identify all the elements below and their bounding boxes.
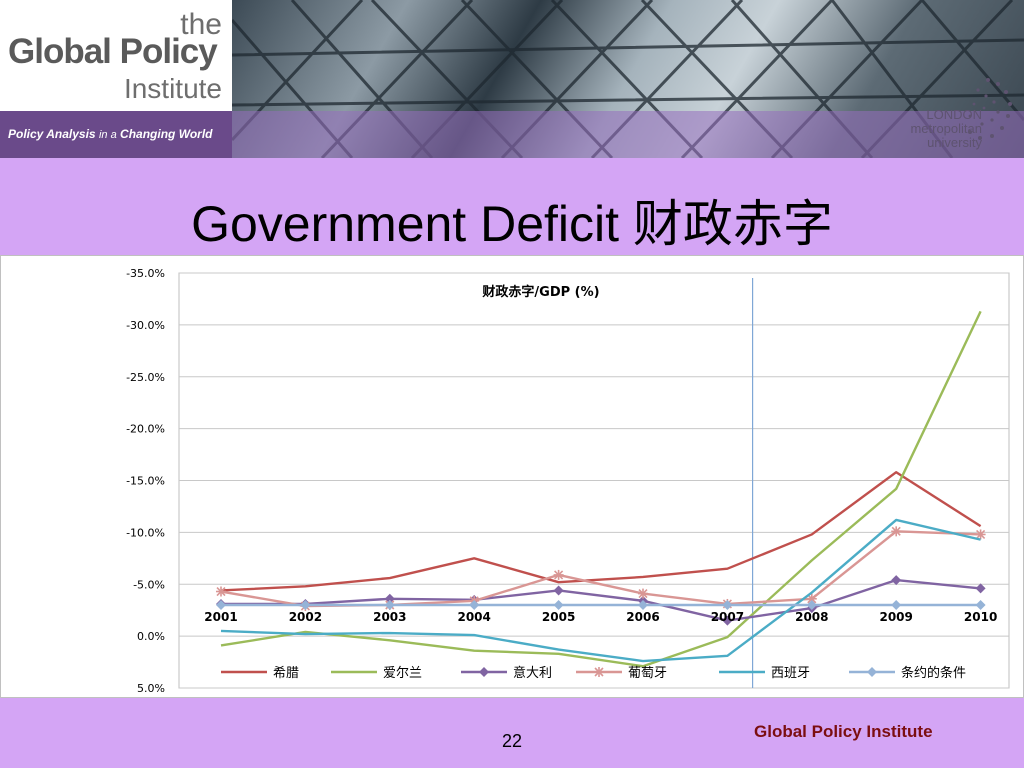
lmu-line-3: university	[927, 135, 982, 150]
data-point	[216, 600, 226, 610]
series-2	[220, 310, 982, 668]
data-point	[806, 600, 817, 610]
gpi-logo: the Global Policy Institute Policy Analy…	[0, 0, 232, 158]
legend-label: 意大利	[513, 665, 552, 681]
data-point	[891, 575, 902, 586]
x-tick-label: 2010	[964, 610, 997, 624]
x-axis-ticks: 2001 2002 2003 2004 2005 2006 2007 2008 2009 2010	[204, 610, 997, 624]
series-line	[220, 470, 982, 592]
data-point	[553, 585, 564, 596]
chart-legend: 希腊 爱尔兰 意大利 葡萄牙 西班牙 条约的条件	[221, 665, 966, 681]
series-1	[220, 470, 982, 592]
x-tick-label: 2006	[626, 610, 659, 624]
chart-container: -35.0% -30.0% -25.0% -20.0% -15.0% -10.0% -5.0…	[0, 255, 1024, 698]
x-tick-label: 2001	[204, 610, 237, 624]
logo-global-policy: Global Policy	[8, 32, 218, 71]
data-point	[553, 569, 564, 580]
legend-item: 爱尔兰	[331, 666, 422, 681]
data-point	[975, 600, 986, 610]
header-banner: the Global Policy Institute Policy Analy…	[0, 0, 1024, 158]
deficit-line-chart: -35.0% -30.0% -25.0% -20.0% -15.0% -10.0% -5.0…	[126, 267, 1010, 695]
gridlines	[178, 272, 1010, 689]
slide-title: Government Deficit 财政赤字	[191, 196, 833, 252]
lmu-line-2: metropolitan	[910, 121, 982, 136]
data-point	[891, 526, 902, 537]
page-number: 22	[501, 731, 523, 751]
data-point	[479, 667, 489, 677]
tagline: Policy Analysis in a Changing World	[0, 111, 232, 158]
legend-label: 希腊	[273, 666, 299, 681]
x-tick-label: 2008	[795, 610, 828, 624]
legend-label: 条约的条件	[901, 665, 966, 681]
y-tick-label: -10.0%	[126, 526, 165, 539]
x-tick-label: 2002	[289, 610, 322, 624]
footer-brand: Global Policy Institute	[754, 722, 933, 741]
legend-label: 爱尔兰	[383, 666, 422, 681]
data-point	[722, 600, 733, 610]
series-line	[220, 310, 982, 668]
data-point	[722, 615, 733, 626]
y-tick-label: -20.0%	[126, 423, 165, 436]
data-point	[638, 588, 648, 599]
banner-strip	[232, 111, 1024, 158]
series-6	[216, 600, 986, 610]
chart-title: 财政赤字/GDP (%)	[482, 284, 599, 300]
y-axis-ticks: -35.0% -30.0% -25.0% -20.0% -15.0% -10.0% -5.0…	[126, 267, 165, 695]
x-tick-label: 2009	[879, 610, 912, 624]
y-tick-label: 0.0%	[137, 630, 165, 643]
data-point	[384, 593, 395, 604]
data-point	[975, 529, 986, 540]
legend-label: 西班牙	[771, 666, 810, 681]
tagline-part-2: in a	[98, 129, 117, 141]
lmu-line-1: LONDON	[926, 107, 982, 122]
data-point	[975, 583, 986, 594]
y-tick-label: -25.0%	[126, 371, 165, 384]
legend-item: 希腊	[221, 666, 299, 681]
data-point	[300, 600, 311, 610]
y-tick-label: -35.0%	[126, 267, 165, 280]
tagline-part-1: Policy Analysis	[8, 127, 96, 141]
data-point	[384, 600, 395, 610]
legend-item: 条约的条件	[849, 665, 966, 681]
logo-institute: Institute	[123, 73, 222, 104]
data-point	[469, 600, 480, 610]
y-tick-label: -30.0%	[126, 319, 165, 332]
tagline-part-3: Changing World	[120, 127, 213, 141]
series-line	[220, 518, 981, 663]
x-tick-label: 2003	[373, 610, 406, 624]
series-line	[221, 578, 981, 622]
legend-item: 意大利	[461, 665, 552, 681]
logo-the: the	[180, 8, 222, 41]
legend-item: 西班牙	[719, 666, 810, 681]
building-photo	[232, 0, 1024, 158]
glass-facade-pattern	[232, 0, 1024, 158]
series-lines	[216, 310, 986, 668]
y-tick-label: -5.0%	[133, 578, 165, 591]
x-tick-label: 2007	[711, 610, 744, 624]
y-tick-label: -15.0%	[126, 475, 165, 488]
legend-item: 葡萄牙	[576, 666, 667, 681]
series-5	[220, 518, 981, 663]
legend-label: 葡萄牙	[628, 666, 667, 681]
data-point	[553, 600, 564, 610]
data-point	[216, 586, 226, 597]
lmu-wordmark: LONDON metropolitan university	[862, 108, 982, 150]
data-point	[638, 600, 648, 610]
y-tick-label: 5.0%	[137, 682, 165, 695]
data-point	[594, 667, 604, 677]
x-tick-label: 2004	[457, 610, 490, 624]
data-point	[867, 667, 877, 677]
data-point	[806, 593, 817, 604]
lmu-logo-dots	[968, 78, 1012, 140]
series-4	[216, 526, 986, 612]
x-tick-label: 2005	[542, 610, 575, 624]
data-point	[891, 600, 902, 610]
